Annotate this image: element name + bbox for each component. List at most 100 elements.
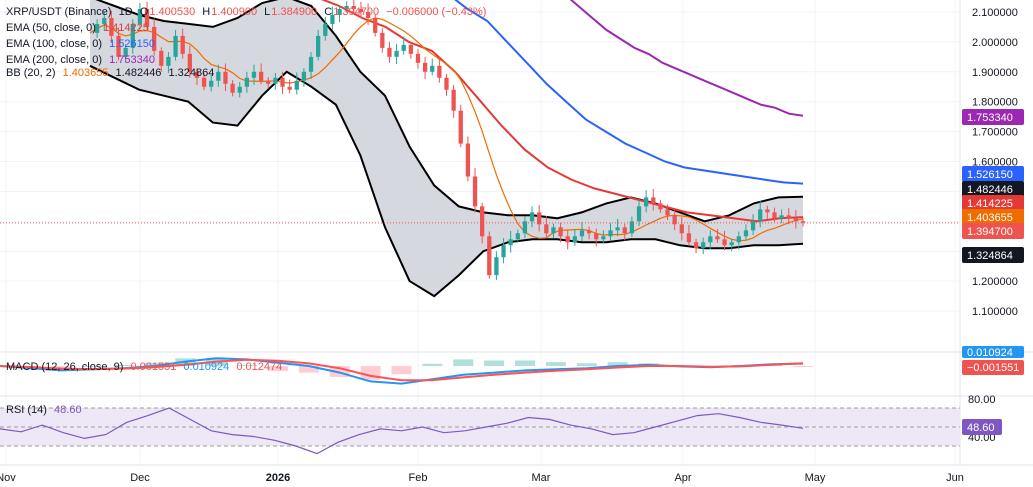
candle <box>601 230 606 243</box>
candle <box>387 41 392 63</box>
legend-rsi-label: RSI (14) <box>6 404 47 416</box>
price-grid <box>0 0 960 465</box>
legend-ema50-label: EMA (50, close, 0) <box>6 22 96 34</box>
badge-bb-basis: 1.403655 <box>962 209 1024 225</box>
candle <box>230 80 235 97</box>
macd-histogram-bar <box>422 363 443 366</box>
legend-high: 1.400900 <box>211 6 258 18</box>
legend-ema100-row[interactable]: EMA (100, close, 0) 1.526150 <box>6 38 159 50</box>
candle <box>294 72 299 95</box>
candle <box>622 223 627 241</box>
candle <box>701 237 706 255</box>
badge-macd-top: 0.010924 <box>962 346 1024 359</box>
candle <box>544 215 549 237</box>
badge-ema50: 1.414225 <box>962 195 1024 211</box>
candle <box>800 217 806 227</box>
price-tick-label: 1.900000 <box>972 67 1018 79</box>
time-tick-label: Feb <box>409 472 428 484</box>
badge-rsi: 48.60 <box>962 419 1002 435</box>
legend-macd-hist: 0.001551 <box>130 361 177 373</box>
rsi-tick-80: 80.00 <box>968 394 996 406</box>
candle <box>793 209 799 229</box>
legend-interval: 1D <box>118 6 133 18</box>
candle <box>380 28 385 53</box>
candle <box>651 189 656 211</box>
candle <box>223 63 228 91</box>
candle <box>123 44 128 62</box>
legend-rsi-value: 48.60 <box>54 404 82 416</box>
legend-close: 1.394700 <box>333 6 380 18</box>
legend-ema200-value: 1.753340 <box>109 54 155 66</box>
candle <box>444 74 449 96</box>
legend-macd-signal: 0.012474 <box>236 361 283 373</box>
legend-symbol[interactable]: XRP/USDT (Binance) <box>6 6 112 18</box>
svg-text:1.324864: 1.324864 <box>967 250 1013 262</box>
candle <box>287 79 292 94</box>
badge-bb-lower: 1.324864 <box>962 247 1024 263</box>
candle <box>166 52 171 73</box>
candle <box>465 136 471 182</box>
legend-bb-row[interactable]: BB (20, 2) 1.403655 1.482446 1.324864 <box>6 67 218 79</box>
legend-bb-label: BB (20, 2) <box>6 67 56 79</box>
candle <box>408 41 413 59</box>
candle <box>608 223 613 242</box>
candle <box>458 104 463 148</box>
price-tick-label: 2.000000 <box>972 37 1018 49</box>
macd-histogram-bar <box>144 362 165 366</box>
legend-symbol-row[interactable]: XRP/USDT (Binance) 1D O1.400530 H1.40090… <box>6 6 490 18</box>
legend-ema200-row[interactable]: EMA (200, close, 0) 1.753340 <box>6 54 159 66</box>
price-tick-label: 1.100000 <box>972 306 1018 318</box>
legend-ema50-row[interactable]: EMA (50, close, 0) 1.414225 <box>6 22 153 34</box>
candle <box>472 168 478 213</box>
candle <box>415 49 421 69</box>
candle <box>401 36 406 55</box>
legend-ema50-value: 1.414225 <box>102 22 149 34</box>
candle <box>658 199 663 213</box>
legend-bb-lower: 1.324864 <box>168 67 215 79</box>
candle <box>722 230 727 251</box>
candle <box>451 84 456 118</box>
ema100-line <box>454 0 804 185</box>
legend-macd-label: MACD (12, 26, close, 9) <box>6 361 124 373</box>
candle <box>772 207 777 222</box>
macd-histogram-bar <box>391 366 412 375</box>
candle <box>501 238 506 264</box>
price-tick-label: 1.700000 <box>972 127 1018 139</box>
candle <box>693 238 699 254</box>
legend-bb-basis: 1.403655 <box>62 67 109 79</box>
bollinger-band-fill <box>90 0 803 297</box>
candlestick-series <box>94 0 806 280</box>
candle <box>330 6 335 30</box>
candle <box>102 11 107 30</box>
candle <box>130 19 135 54</box>
ema50-line <box>320 0 804 223</box>
bollinger-upper-line <box>95 0 804 223</box>
candle <box>437 57 442 83</box>
candle <box>508 230 513 253</box>
macd-histogram-bar <box>329 366 350 377</box>
svg-text:0.010924: 0.010924 <box>967 347 1013 359</box>
legend-rsi-row[interactable]: RSI (14) 48.60 <box>6 404 86 416</box>
candle <box>537 205 542 232</box>
candle <box>594 228 599 247</box>
candle <box>565 230 570 250</box>
legend-low: 1.384900 <box>271 6 318 18</box>
candle <box>758 200 763 228</box>
candle <box>351 0 356 14</box>
macd-histogram-bar <box>113 364 134 366</box>
time-axis[interactable]: Nov Dec 2026 Feb Mar Apr May Jun <box>0 472 964 484</box>
candle <box>251 64 257 85</box>
candle <box>515 229 520 243</box>
candle <box>301 68 307 87</box>
candle <box>237 81 242 98</box>
legend-macd-row[interactable]: MACD (12, 26, close, 9) 0.001551 0.01092… <box>6 361 286 373</box>
candle <box>116 27 121 61</box>
candle <box>629 216 635 237</box>
candle <box>422 56 428 79</box>
price-axis[interactable]: 2.100000 2.000000 1.900000 1.800000 1.700000… <box>972 7 1018 318</box>
legend-macd-line: 0.010924 <box>183 361 230 373</box>
badge-bb-upper: 1.482446 <box>962 181 1024 197</box>
candle <box>579 221 585 242</box>
candle <box>216 64 221 87</box>
